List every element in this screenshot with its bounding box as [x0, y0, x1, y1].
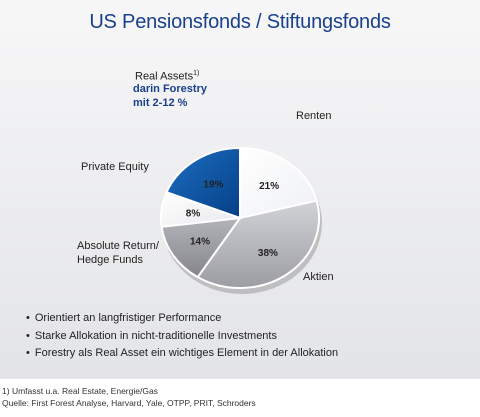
- value-label-absolute-return: 14%: [190, 237, 210, 248]
- value-label-private-equity: 8%: [186, 209, 201, 220]
- label-private-equity: Private Equity: [81, 161, 149, 173]
- bullet-item: Forestry als Real Asset ein wichtiges El…: [26, 345, 338, 363]
- footnote-text: Umfasst u.a. Real Estate, Energie/Gas: [11, 386, 158, 396]
- real-assets-label: Real Assets: [135, 70, 194, 83]
- pie-chart: 21% 38% 14% 8% 19%: [160, 146, 322, 294]
- footnote-source: Quelle: First Forest Analyse, Harvard, Y…: [2, 398, 256, 408]
- value-label-aktien: 38%: [258, 248, 278, 259]
- label-aktien: Aktien: [303, 271, 334, 283]
- page-title: US Pensionsfonds / Stiftungsfonds: [89, 11, 391, 33]
- value-label-renten: 21%: [259, 181, 279, 192]
- label-real-assets: Real Assets1): [135, 67, 199, 84]
- absolute-line2: Hedge Funds: [77, 254, 144, 266]
- slice-aktien: [196, 199, 320, 289]
- footnote-mark: 1): [2, 386, 10, 396]
- value-label-real-assets: 19%: [203, 179, 223, 190]
- slice-absolute-return: [160, 216, 243, 279]
- bullet-item: Orientiert an langfristiger Performance: [26, 310, 338, 328]
- slice-renten: [239, 146, 318, 220]
- slice-real-assets: [165, 146, 241, 220]
- label-renten: Renten: [296, 110, 332, 122]
- absolute-line1: Absolute Return/: [77, 240, 159, 252]
- forestry-line1: darin Forestry: [133, 83, 207, 95]
- footnotes: 1) Umfasst u.a. Real Estate, Energie/Gas…: [2, 385, 256, 409]
- footnote-note: 1) Umfasst u.a. Real Estate, Energie/Gas: [2, 385, 256, 397]
- bullet-item: Starke Allokation in nicht-traditionelle…: [26, 328, 338, 346]
- footnote-mark: 1): [193, 70, 200, 77]
- label-forestry: darin Forestry mit 2-12 %: [133, 82, 207, 110]
- label-absolute-return: Absolute Return/ Hedge Funds: [77, 239, 159, 267]
- bullet-list: Orientiert an langfristiger Performance …: [26, 310, 338, 363]
- forestry-line2: mit 2-12 %: [133, 97, 188, 109]
